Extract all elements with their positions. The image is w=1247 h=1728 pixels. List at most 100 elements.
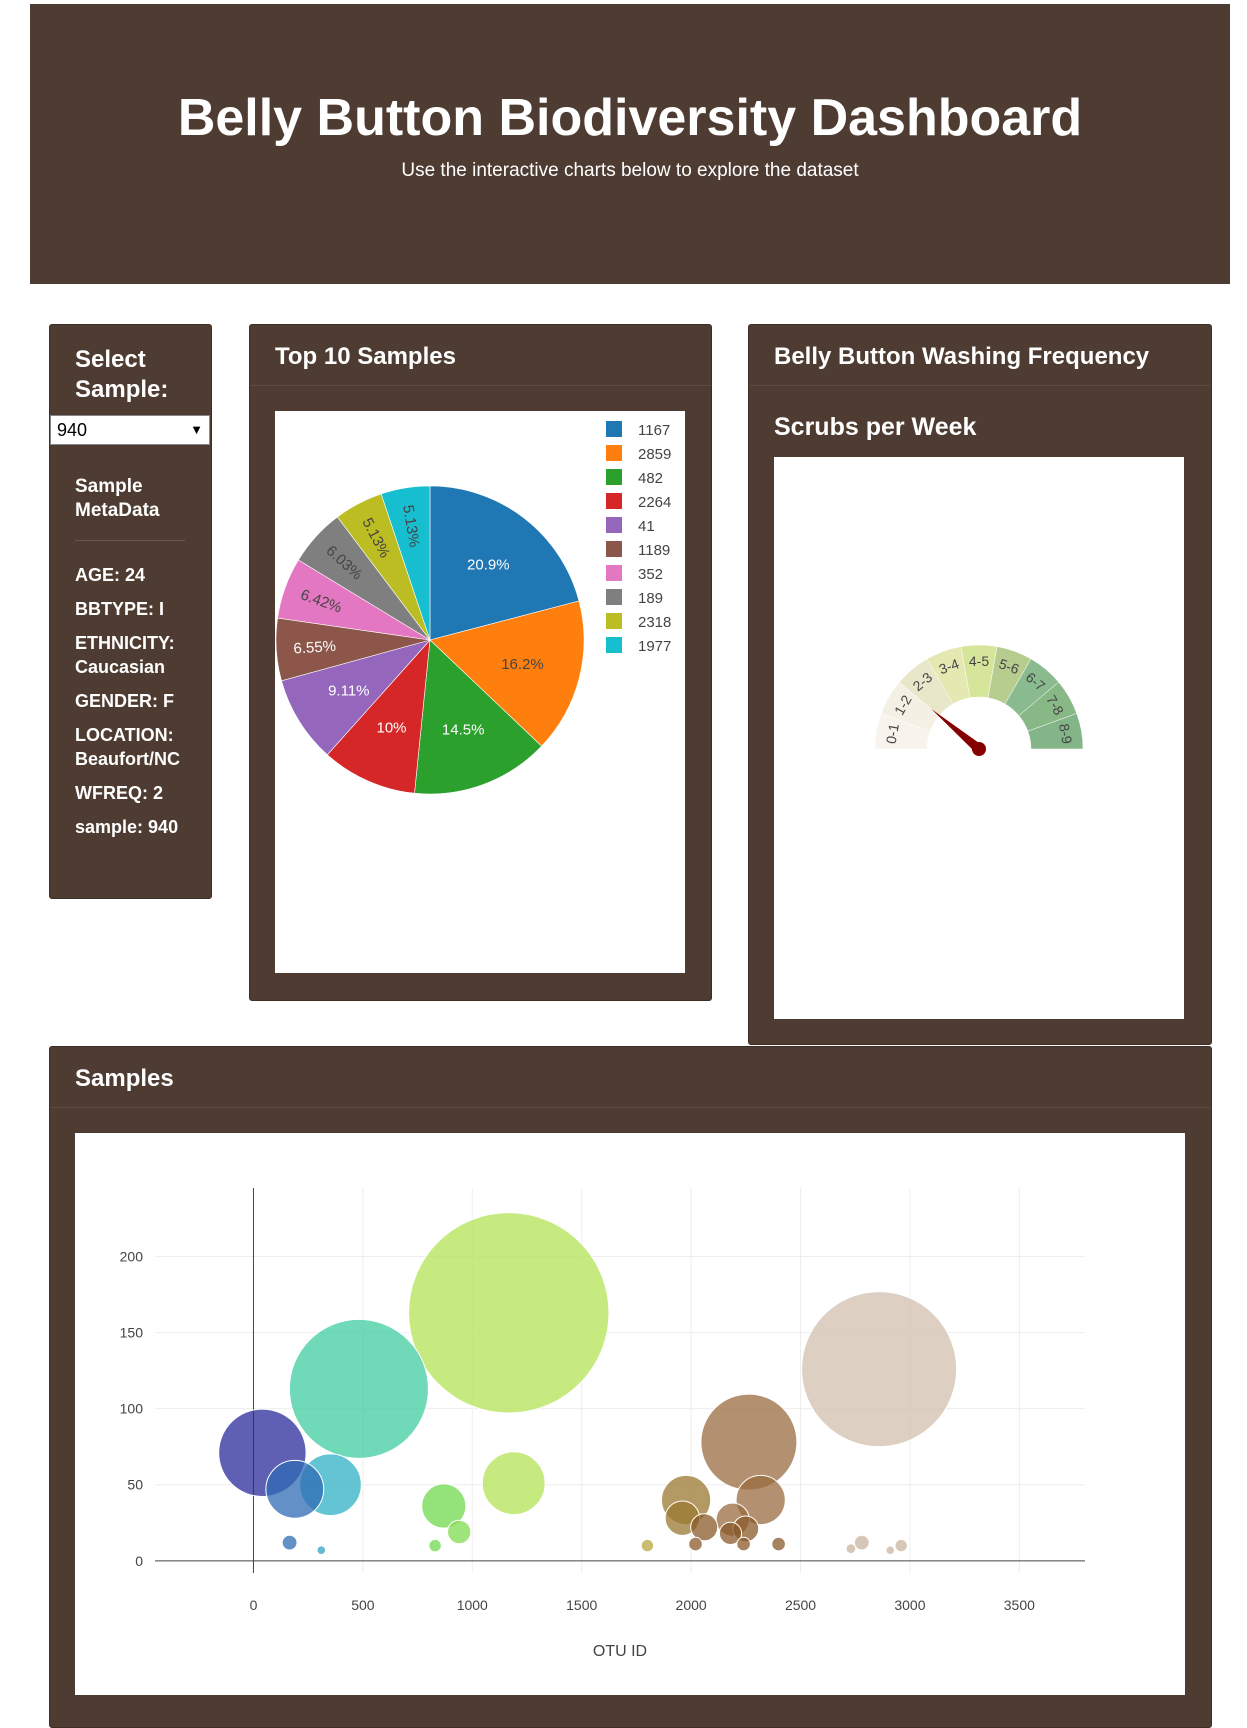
bubble-chart-area: 0 500 1000 1500 2000 2500 3000 3500 0 50 100 150 200… [75, 1133, 1185, 1695]
pie-chart: 20.9%16.2%14.5%10%9.11%6.55%6.42%6.03%5.… [275, 421, 671, 795]
bubble-point[interactable] [690, 1513, 719, 1542]
pie-slice-label: 5.13% [399, 504, 423, 549]
bubble-point[interactable] [447, 1519, 472, 1545]
pie-slice-label: 20.9% [467, 556, 510, 573]
y-tick-label: 50 [127, 1477, 143, 1493]
metadata-item: GENDER: F [75, 691, 175, 711]
sample-select[interactable]: 940 ▼ [50, 415, 210, 445]
bubble-point[interactable] [316, 1545, 327, 1556]
page-title: Belly Button Biodiversity Dashboard [177, 89, 1083, 147]
pie-slice-482[interactable] [414, 639, 543, 795]
y-tick-label: 150 [120, 1325, 144, 1341]
gauge-range-label: 8-9 [1056, 722, 1075, 745]
bubble-point[interactable] [281, 1534, 298, 1551]
y-tick-label: 200 [120, 1248, 144, 1264]
metadata-item: BBTYPE: I [75, 599, 165, 619]
x-tick-label: 2000 [676, 1597, 707, 1613]
pie-slice-2859[interactable] [429, 600, 585, 747]
gauge-needle-hub [972, 742, 986, 756]
legend-label-2859[interactable]: 2859 [638, 446, 671, 463]
gauge-subtitle: Scrubs per Week [774, 413, 977, 441]
y-tick-label: 100 [120, 1401, 144, 1417]
legend-swatch-41 [606, 517, 622, 533]
legend-label-1977[interactable]: 1977 [638, 638, 671, 655]
legend-swatch-482 [606, 469, 622, 485]
pie-chart-area: 20.9% 16.2% 14.5% 10% 9.11% 6.55% 6.42% 6.03% 5.… [275, 411, 685, 973]
bubble-panel: Samples 0 500 1000 1500 2000 2500 3000 3500 0 50 1… [49, 1046, 1212, 1728]
y-tick-label: 0 [135, 1553, 143, 1569]
select-sample-title: Select Sample: [75, 346, 169, 403]
pie-slice-label: 6.55% [293, 638, 337, 658]
bubble-panel-title: Samples [50, 1047, 1211, 1108]
bubble-point[interactable] [265, 1459, 325, 1519]
pie-slice-2264[interactable] [326, 639, 431, 794]
caret-down-icon: ▼ [190, 422, 203, 437]
bubble-point[interactable] [801, 1291, 958, 1448]
bubble-point[interactable] [428, 1538, 442, 1553]
pie-slice-label: 16.2% [501, 656, 544, 673]
metadata-item: LOCATION: Beaufort/NC [75, 725, 181, 769]
legend-swatch-189 [606, 589, 622, 605]
legend-swatch-2318 [606, 613, 622, 629]
pie-slice-1167[interactable] [429, 485, 580, 641]
gauge-panel-title: Belly Button Washing Frequency [749, 325, 1211, 386]
bubble-point[interactable] [481, 1451, 546, 1516]
pie-slice-1977[interactable] [380, 485, 431, 641]
x-axis-label: OTU ID [593, 1643, 647, 1660]
bubble-point[interactable] [688, 1536, 703, 1552]
divider [75, 540, 185, 541]
page-subtitle: Use the interactive charts below to expl… [401, 160, 859, 181]
bubble-point[interactable] [700, 1393, 798, 1491]
bubble-point[interactable] [894, 1538, 908, 1553]
bubble-point[interactable] [845, 1543, 857, 1555]
legend-label-1167[interactable]: 1167 [638, 422, 670, 439]
legend-swatch-1977 [606, 637, 622, 653]
gauge-panel: Belly Button Washing Frequency Scrubs pe… [748, 324, 1212, 1045]
sample-select-value: 940 [57, 420, 88, 440]
bubble-chart: 0 500 1000 1500 2000 2500 3000 3500 0 50 100 150 200… [120, 1188, 1085, 1660]
pie-panel: Top 10 Samples 20.9% 16.2% 14.5% 10% 9.11% 6.… [249, 324, 712, 1001]
legend-label-482[interactable]: 482 [638, 470, 663, 487]
metadata-item: ETHNICITY: Caucasian [75, 633, 175, 677]
bubble-point[interactable] [735, 1474, 786, 1526]
gauge-segment-8-9 [1027, 713, 1084, 750]
legend-label-352[interactable]: 352 [638, 566, 663, 583]
gauge-range-label: 4-5 [969, 653, 989, 669]
legend-swatch-2859 [606, 445, 622, 461]
gauge-range-label: 3-4 [937, 655, 962, 677]
bubble-point[interactable] [288, 1318, 429, 1459]
legend-label-41[interactable]: 41 [638, 518, 655, 535]
pie-panel-title: Top 10 Samples [250, 325, 711, 386]
gauge-needle [931, 709, 983, 753]
gauge-range-label: 5-6 [997, 655, 1022, 677]
x-tick-label: 500 [351, 1597, 375, 1613]
gauge-chart-area: 0-1 1-2 2-3 3-4 4-5 5-6 6-7 7-8 8-9 [774, 457, 1184, 1019]
legend-swatch-352 [606, 565, 622, 581]
bubble-point[interactable] [718, 1521, 743, 1545]
metadata-item: AGE: 24 [75, 565, 146, 585]
bubble-point[interactable] [421, 1483, 467, 1529]
metadata-title: Sample MetaData [75, 476, 160, 521]
pie-slice-label: 9.11% [328, 682, 369, 699]
metadata-item: WFREQ: 2 [75, 783, 164, 803]
bubble-point[interactable] [408, 1212, 610, 1414]
legend-label-189[interactable]: 189 [638, 590, 663, 607]
legend-swatch-1189 [606, 541, 622, 557]
legend-swatch-1167 [606, 421, 622, 437]
pie-slice-label: 14.5% [442, 722, 485, 739]
x-tick-label: 1500 [566, 1597, 597, 1613]
x-tick-label: 3000 [894, 1597, 925, 1613]
pie-slice-label: 10% [376, 719, 406, 736]
legend-label-2318[interactable]: 2318 [638, 614, 671, 631]
metadata-item: sample: 940 [75, 817, 179, 837]
bubble-point[interactable] [771, 1536, 786, 1552]
bubble-point[interactable] [853, 1534, 870, 1551]
bubble-point[interactable] [885, 1545, 896, 1556]
bubble-point[interactable] [736, 1536, 751, 1552]
legend-label-2264[interactable]: 2264 [638, 494, 671, 511]
legend-label-1189[interactable]: 1189 [638, 542, 670, 559]
dashboard-header: Belly Button Biodiversity Dashboard Use … [30, 4, 1230, 284]
pie-slice-41[interactable] [281, 639, 431, 756]
bubble-point[interactable] [640, 1538, 655, 1553]
legend-swatch-2264 [606, 493, 622, 509]
